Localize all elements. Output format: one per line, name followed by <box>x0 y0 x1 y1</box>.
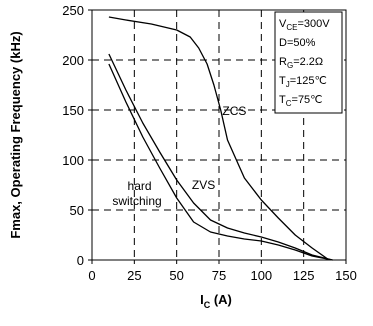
x-axis-label-main: I <box>200 292 204 307</box>
condition-base-2: R <box>279 56 287 68</box>
series-line-zvs <box>108 53 333 261</box>
condition-line-1: D=50% <box>279 37 316 49</box>
y-tick-label-50: 50 <box>70 203 84 218</box>
conditions-box-frame <box>274 11 343 114</box>
hard-switching-label-line1: hard <box>128 179 152 193</box>
zvs-curve-label: ZVS <box>192 178 215 192</box>
y-tick-label-0: 0 <box>77 253 84 268</box>
condition-sub-4: C <box>286 99 292 108</box>
zcs-curve-label: ZCS <box>222 104 246 118</box>
condition-line-0: VCE=300V <box>279 18 330 32</box>
condition-line-4: TC=75℃ <box>279 94 323 108</box>
series-lines <box>108 16 333 261</box>
x-axis-label: IC (A) <box>200 292 232 310</box>
series-line-zcs <box>108 16 330 261</box>
condition-rest-3: =125℃ <box>290 75 327 87</box>
x-tick-label-100: 100 <box>250 268 272 283</box>
condition-base-1: D=50% <box>279 37 316 49</box>
x-tick-labels: 0 25 50 75 100 125 150 <box>88 260 357 283</box>
condition-sub-3: J <box>286 80 290 89</box>
x-tick-label-125: 125 <box>293 268 315 283</box>
y-tick-labels: 0 50 100 150 200 250 <box>62 3 92 268</box>
y-tick-label-200: 200 <box>62 53 84 68</box>
condition-rest-4: =75℃ <box>292 94 323 106</box>
x-tick-label-25: 25 <box>127 268 141 283</box>
condition-rest-2: =2.2Ω <box>293 56 323 68</box>
x-tick-label-0: 0 <box>88 268 95 283</box>
condition-sub-0: CE <box>286 23 297 32</box>
x-tick-label-75: 75 <box>212 268 226 283</box>
y-axis-label: Fmax, Operating Frequency (kHz) <box>8 31 23 238</box>
condition-base-0: V <box>279 18 287 30</box>
hard-switching-label-line2: switching <box>112 194 161 208</box>
series-line-hard-switching <box>108 63 333 261</box>
condition-base-4: T <box>279 94 286 106</box>
y-tick-label-150: 150 <box>62 103 84 118</box>
condition-rest-0: =300V <box>297 18 330 30</box>
x-axis-label-unit: (A) <box>210 292 232 307</box>
y-tick-label-100: 100 <box>62 153 84 168</box>
condition-line-2: RG=2.2Ω <box>279 56 323 70</box>
x-tick-label-50: 50 <box>169 268 183 283</box>
x-axis-label-sub: C <box>204 300 211 310</box>
condition-line-3: TJ=125℃ <box>279 75 327 89</box>
x-tick-label-150: 150 <box>335 268 357 283</box>
condition-base-3: T <box>279 75 286 87</box>
y-tick-label-250: 250 <box>62 3 84 18</box>
condition-sub-2: G <box>287 61 293 70</box>
